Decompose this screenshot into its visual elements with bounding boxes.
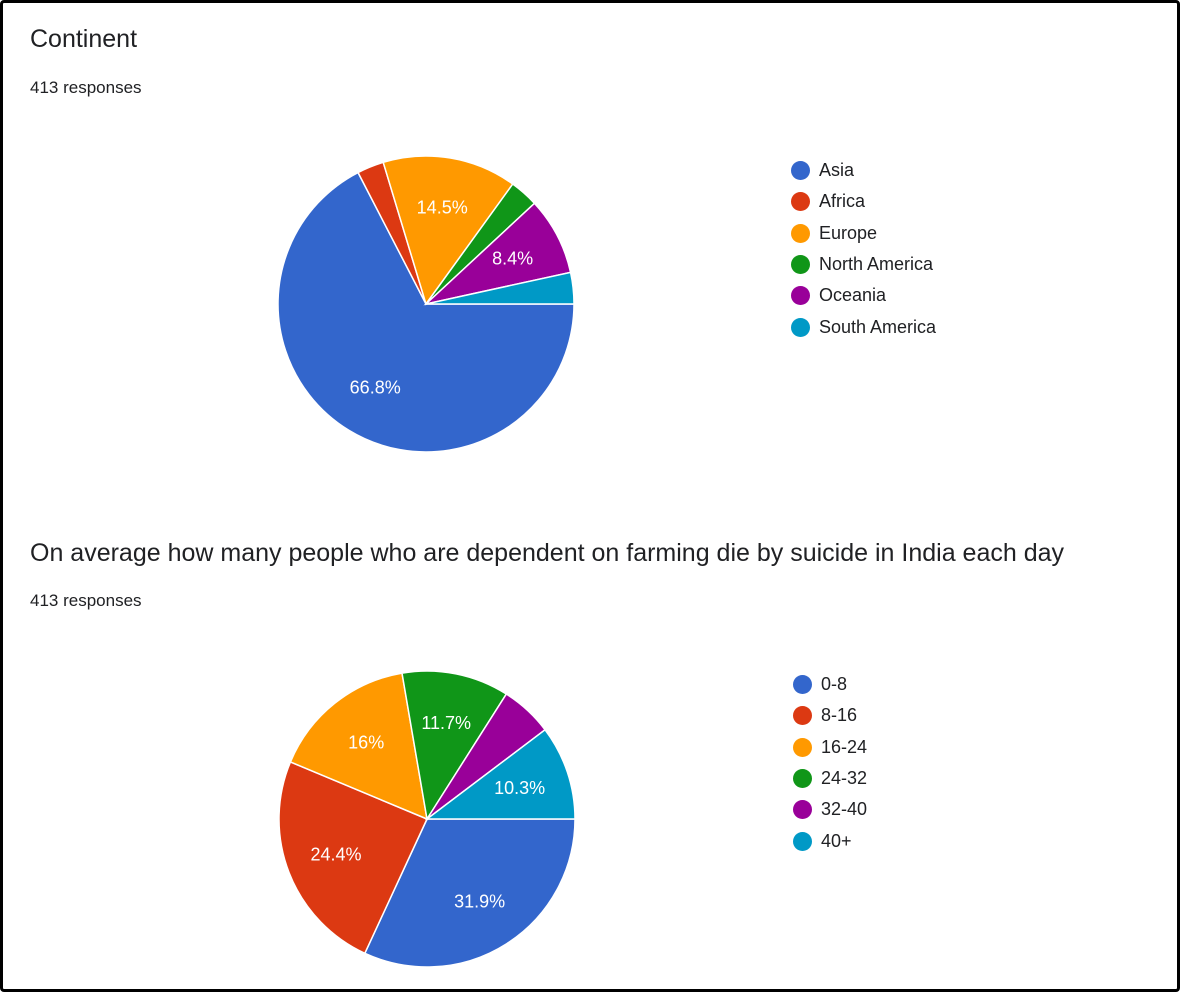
response-count: 413 responses: [30, 591, 142, 610]
pie-slice-8-16: [278, 760, 429, 955]
legend-label: 32-40: [821, 799, 868, 820]
chart-legend: 0-8 8-16 16-24 24-32 32-40 40+: [793, 669, 867, 857]
slice-label-24-32: 11.7%: [421, 713, 471, 733]
legend-label: Africa: [819, 191, 866, 212]
legend-swatch-icon: [791, 317, 810, 337]
legend-item-16-24: 16-24: [793, 732, 867, 763]
legend-swatch-icon: [791, 286, 810, 306]
slice-label-asia: 66.8%: [350, 377, 401, 397]
slice-label-8-16: 24.4%: [310, 844, 361, 864]
legend-label: 40+: [821, 830, 852, 851]
legend-label: 16-24: [821, 736, 868, 757]
suicide-estimate-chart-card: On average how many people who are depen…: [3, 513, 1180, 993]
legend-item-oceania: Oceania: [791, 280, 936, 311]
legend-item-south-america: South America: [791, 311, 936, 342]
continent-pie-chart: 66.8% 14.5% 8.4%: [277, 155, 575, 453]
chart-legend: Asia Africa Europe North America Oceania Sout…: [791, 155, 936, 343]
legend-swatch-icon: [793, 831, 812, 851]
legend-label: 8-16: [821, 705, 858, 726]
pie-slice-24-32: [401, 670, 508, 822]
legend-item-0-8: 0-8: [793, 669, 867, 700]
pie-slice-asia: [277, 171, 575, 453]
legend-label: Europe: [819, 222, 878, 243]
legend-item-north-america: North America: [791, 249, 936, 280]
slice-label-40-plus: 10.3%: [494, 778, 545, 798]
legend-item-europe: Europe: [791, 218, 936, 249]
response-count: 413 responses: [30, 78, 142, 97]
pie-slice-europe: [382, 155, 514, 306]
legend-item-32-40: 32-40: [793, 794, 867, 825]
suicide-estimate-pie-chart: 31.9% 24.4% 16% 11.7% 10.3%: [278, 670, 576, 968]
slice-label-oceania: 8.4%: [492, 249, 533, 269]
legend-label: 24-32: [821, 768, 868, 789]
continent-chart-card: Continent 413 responses 66.8% 14.5% 8.4% A…: [3, 3, 1180, 503]
legend-item-africa: Africa: [791, 186, 936, 217]
slice-label-16-24: 16%: [348, 733, 384, 753]
legend-label: North America: [819, 254, 934, 275]
legend-swatch-icon: [793, 769, 812, 789]
legend-swatch-icon: [791, 255, 810, 275]
legend-label: 0-8: [821, 674, 848, 695]
legend-item-40-plus: 40+: [793, 825, 867, 856]
pie-slice-16-24: [289, 672, 428, 821]
legend-item-asia: Asia: [791, 155, 936, 186]
legend-swatch-icon: [793, 706, 812, 726]
legend-swatch-icon: [793, 675, 812, 695]
legend-swatch-icon: [791, 161, 810, 181]
chart-title: Continent: [30, 25, 138, 53]
legend-item-8-16: 8-16: [793, 700, 867, 731]
pie-slice-40-plus: [424, 728, 576, 820]
chart-title: On average how many people who are depen…: [30, 539, 1065, 567]
legend-swatch-icon: [793, 800, 812, 820]
legend-swatch-icon: [791, 192, 810, 212]
legend-item-24-32: 24-32: [793, 763, 867, 794]
pie-slice-south-america: [425, 271, 575, 305]
legend-swatch-icon: [793, 737, 812, 757]
slice-label-0-8: 31.9%: [454, 891, 505, 911]
legend-label: Asia: [819, 160, 855, 181]
legend-label: South America: [819, 316, 937, 337]
slice-label-europe: 14.5%: [417, 198, 468, 218]
pie-slice-0-8: [363, 818, 576, 968]
legend-swatch-icon: [791, 223, 810, 243]
legend-label: Oceania: [819, 285, 887, 306]
